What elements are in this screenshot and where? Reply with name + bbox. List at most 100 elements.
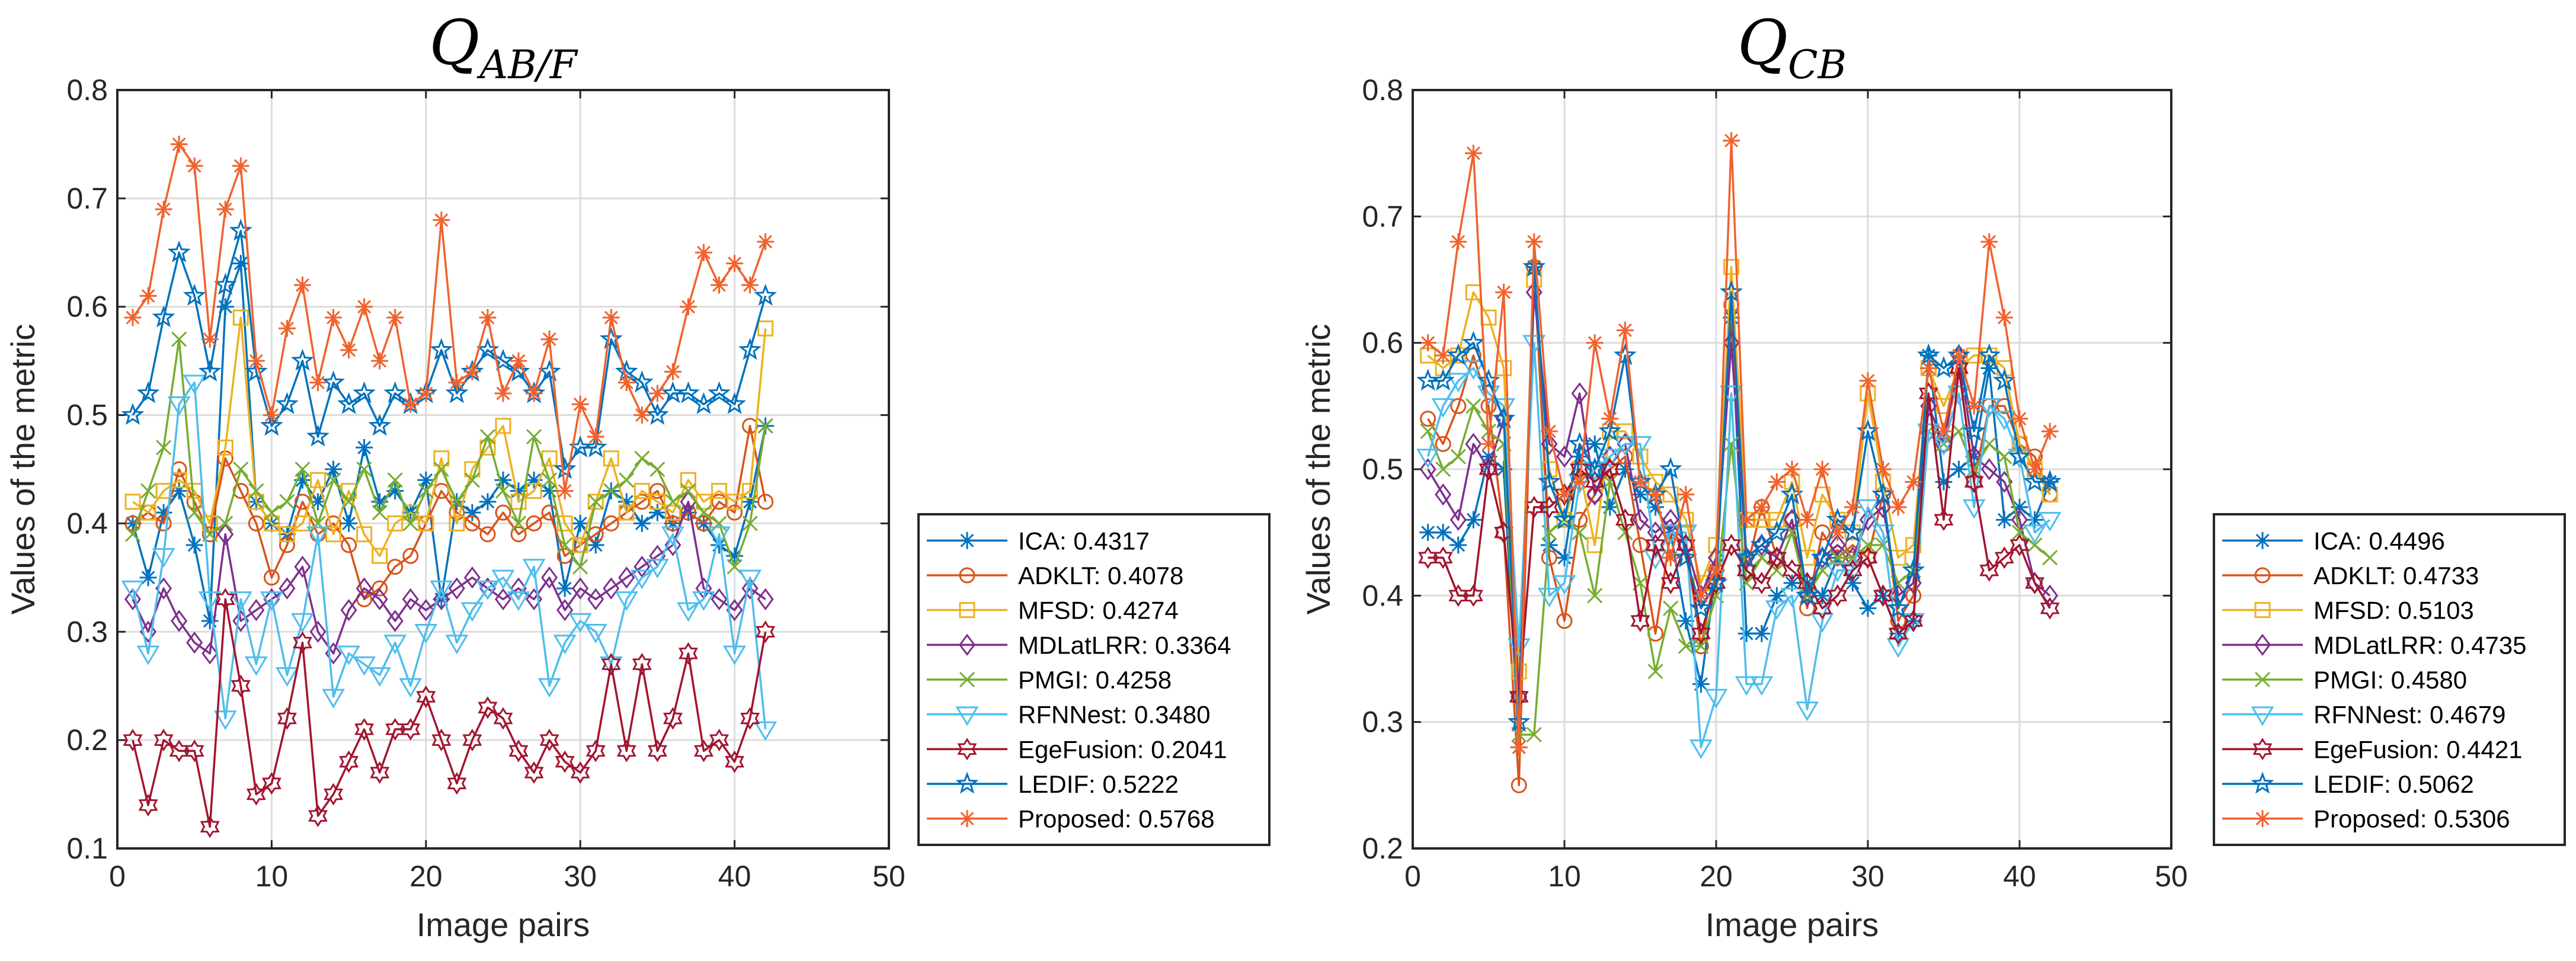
data-point [1647, 664, 1663, 680]
data-point [556, 599, 574, 622]
data-point [123, 729, 143, 752]
data-point [696, 505, 712, 521]
data-point [464, 461, 481, 478]
data-point [1810, 613, 1834, 633]
data-point [556, 579, 574, 597]
legend-entry-adklt: ADKLT: 0.4733 [2222, 562, 2479, 590]
data-point [386, 482, 404, 499]
data-point [633, 515, 651, 532]
data-point [1674, 545, 1698, 568]
legend-label: RFNNest: 0.4679 [2313, 701, 2505, 729]
data-point [1812, 597, 1832, 620]
data-point [630, 370, 654, 393]
series-line [132, 316, 767, 558]
data-point [1449, 508, 1467, 531]
data-point [372, 547, 388, 564]
data-point [401, 717, 421, 741]
data-point [757, 233, 775, 251]
data-point [1433, 546, 1453, 569]
data-point [1768, 587, 1785, 604]
data-point [2011, 524, 2028, 540]
data-point [1465, 398, 1481, 414]
data-point [478, 696, 498, 719]
data-point [372, 580, 388, 597]
panel-qcb: 0 10 20 30 40 50 0.2 0.3 0.4 0.5 0.6 0.7 0.8 Image pa… [1300, 7, 2566, 943]
data-point [1601, 498, 1619, 516]
data-point [1977, 398, 2001, 418]
x-tick-label: 40 [2003, 860, 2036, 893]
data-point [1859, 600, 1877, 617]
data-point [476, 580, 500, 600]
data-point [445, 381, 469, 403]
data-point [244, 656, 268, 676]
data-point [233, 461, 249, 478]
data-point [757, 320, 774, 337]
data-point [356, 577, 373, 600]
data-point [585, 739, 606, 763]
data-point [1465, 433, 1482, 456]
data-point [309, 374, 327, 392]
data-point [1859, 372, 1877, 390]
data-point [1526, 726, 1542, 743]
data-point [306, 526, 329, 546]
data-point [587, 536, 604, 554]
data-point [232, 309, 249, 326]
data-point [1419, 334, 1436, 352]
legend-entry-proposed: Proposed: 0.5306 [2222, 805, 2510, 833]
series-line [132, 425, 767, 601]
data-point [633, 406, 651, 424]
data-point [309, 493, 327, 511]
series-line [132, 143, 767, 492]
x-tick-label: 0 [109, 860, 126, 893]
data-point [2038, 512, 2062, 532]
data-point [121, 403, 145, 425]
data-point [738, 338, 762, 360]
y-axis-label: Values of the metric [1300, 324, 1337, 615]
legend-entry-ica: ICA: 0.4317 [927, 527, 1150, 555]
data-point [433, 461, 449, 478]
data-point [1435, 461, 1451, 478]
data-point [124, 588, 142, 611]
data-point [463, 363, 481, 380]
data-point [1965, 397, 1983, 415]
data-point [742, 515, 758, 531]
data-point [1826, 507, 1849, 530]
x-tick-label: 20 [409, 860, 443, 893]
data-point [537, 359, 561, 382]
legend-entry-ledif: LEDIF: 0.5062 [2222, 770, 2474, 798]
data-point [155, 504, 172, 521]
data-point [1554, 483, 1575, 506]
data-point [723, 645, 747, 665]
data-point [494, 385, 512, 402]
data-point [1465, 511, 1482, 528]
legend-marker [959, 602, 975, 619]
data-point [1905, 537, 1922, 553]
data-point [1875, 537, 1891, 553]
data-point [557, 537, 573, 553]
legend-label: MDLatLRR: 0.4735 [2313, 631, 2527, 659]
data-point [464, 472, 480, 488]
data-point [294, 555, 311, 578]
legend-label: LEDIF: 0.5222 [1018, 770, 1179, 798]
legend-entry-egefusion: EgeFusion: 0.4421 [2222, 735, 2523, 763]
data-point [1617, 524, 1633, 540]
data-point [1768, 473, 1785, 491]
data-point [601, 653, 621, 676]
data-point [633, 555, 651, 578]
data-point [1541, 433, 1558, 456]
x-axis-label: Image pairs [1705, 906, 1879, 943]
data-point [247, 352, 265, 370]
data-point [213, 273, 237, 295]
chart-title: QAB/F [429, 7, 578, 88]
data-point [539, 729, 559, 752]
legend-label: Proposed: 0.5768 [1018, 805, 1215, 833]
data-point [1447, 343, 1470, 366]
data-point [679, 642, 698, 665]
data-point [430, 338, 453, 360]
data-point [588, 494, 604, 510]
data-point [2009, 533, 2030, 557]
data-point [1735, 676, 1758, 696]
data-point [1435, 435, 1451, 452]
data-point [293, 631, 312, 654]
data-point [217, 515, 233, 531]
